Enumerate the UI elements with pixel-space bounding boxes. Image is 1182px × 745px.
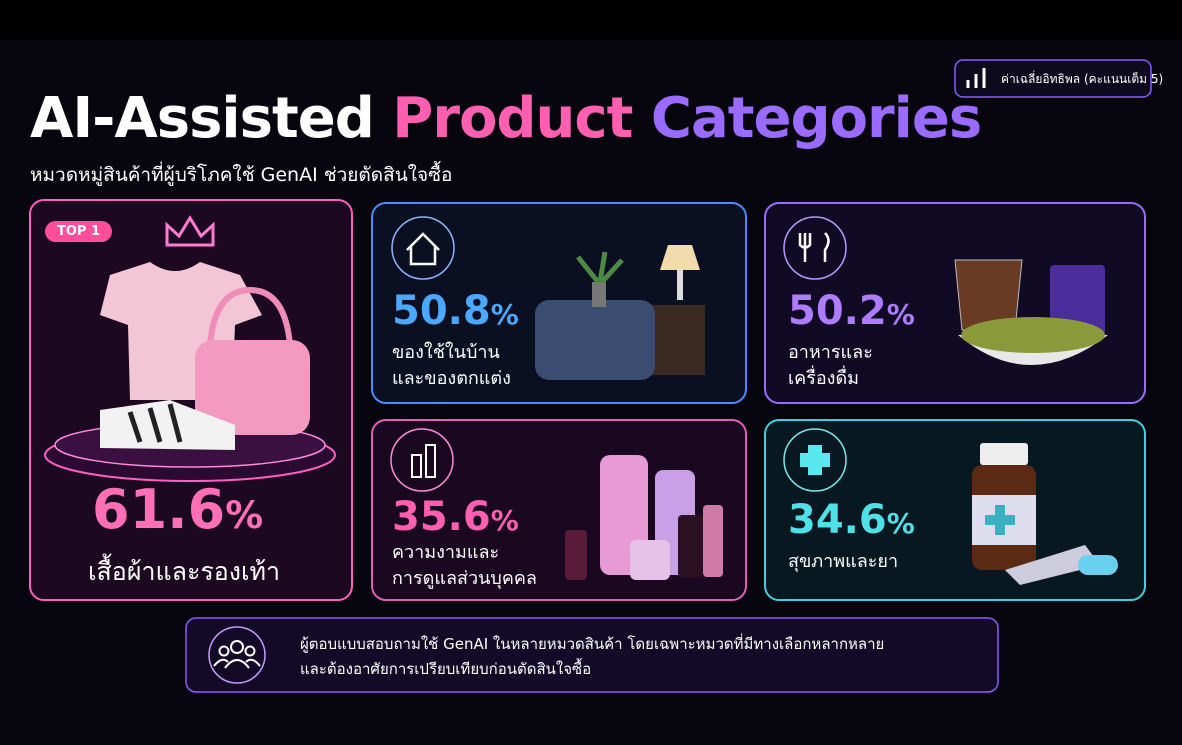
title-part: Product — [392, 86, 633, 151]
label-line: และของตกแต่ง — [392, 368, 511, 389]
unit: % — [886, 298, 915, 331]
badge-label: ค่าเฉลี่ยอิทธิพล (คะแนนเต็ม 5) — [1001, 72, 1164, 86]
value: 61.6 — [92, 478, 226, 541]
card-label: เสื้อผ้าและรองเท้า — [88, 557, 281, 586]
title: AI-Assisted Product Categories — [30, 86, 982, 151]
card-value: 34.6% — [788, 497, 915, 543]
label-line: การดูแลส่วนบุคคล — [392, 568, 537, 589]
unit: % — [225, 493, 264, 537]
footer-text: ผู้ตอบแบบสอบถามใช้ GenAI ในหลายหมวดสินค้… — [300, 632, 884, 682]
card-value: 50.8% — [392, 288, 519, 334]
unit: % — [490, 298, 519, 331]
title-part: AI-Assisted — [30, 86, 375, 151]
value: 50.2 — [788, 288, 887, 334]
title-part: Categories — [650, 86, 982, 151]
label-line: ความงามและ — [392, 542, 500, 563]
label-line: อาหารและ — [788, 342, 873, 363]
card-label: อาหารและเครื่องดื่ม — [788, 340, 873, 392]
card-label: ของใช้ในบ้านและของตกแต่ง — [392, 340, 511, 392]
label-line: เครื่องดื่ม — [788, 368, 860, 389]
subtitle: หมวดหมู่สินค้าที่ผู้บริโภคใช้ GenAI ช่วย… — [30, 164, 453, 186]
value: 50.8 — [392, 288, 491, 334]
unit: % — [490, 504, 519, 537]
card-label: ความงามและการดูแลส่วนบุคคล — [392, 540, 537, 592]
card-value: 50.2% — [788, 288, 915, 334]
card-label: สุขภาพและยา — [788, 551, 899, 572]
value: 35.6 — [392, 494, 491, 540]
footer-line: และต้องอาศัยการเปรียบเทียบก่อนตัดสินใจซื… — [300, 660, 592, 678]
label-line: ของใช้ในบ้าน — [392, 342, 500, 363]
card-value: 35.6% — [392, 494, 519, 540]
tag: TOP 1 — [45, 221, 113, 242]
unit: % — [886, 507, 915, 540]
card-value: 61.6% — [92, 478, 263, 541]
value: 34.6 — [788, 497, 887, 543]
footer-line: ผู้ตอบแบบสอบถามใช้ GenAI ในหลายหมวดสินค้… — [300, 635, 885, 653]
